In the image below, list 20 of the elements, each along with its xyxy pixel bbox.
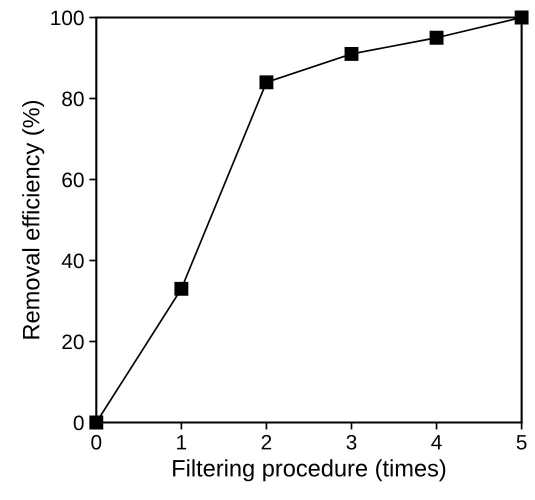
x-tick-label: 1 <box>177 435 186 450</box>
y-tick-label: 80 <box>62 92 84 106</box>
x-axis-title: Filtering procedure (times) <box>173 459 446 482</box>
x-tick-label: 3 <box>346 434 356 450</box>
point <box>174 282 188 296</box>
x-tick-label: 2 <box>262 434 272 450</box>
y-tick-label: 0 <box>74 416 84 430</box>
y-tick-label: 100 <box>51 10 84 26</box>
x-tick-label: 4 <box>431 435 442 450</box>
y-axis-title: Removal efficiency (%) <box>22 100 44 339</box>
y-tick-label: 60 <box>62 172 84 188</box>
point <box>259 75 274 90</box>
point <box>344 47 358 61</box>
x-tick-label: 5 <box>516 435 527 450</box>
y-tick-label: 20 <box>62 334 84 350</box>
y-tick-label: 40 <box>62 254 84 268</box>
point <box>514 10 529 24</box>
point <box>89 416 104 430</box>
point <box>430 30 444 45</box>
x-tick-label: 0 <box>91 434 102 450</box>
